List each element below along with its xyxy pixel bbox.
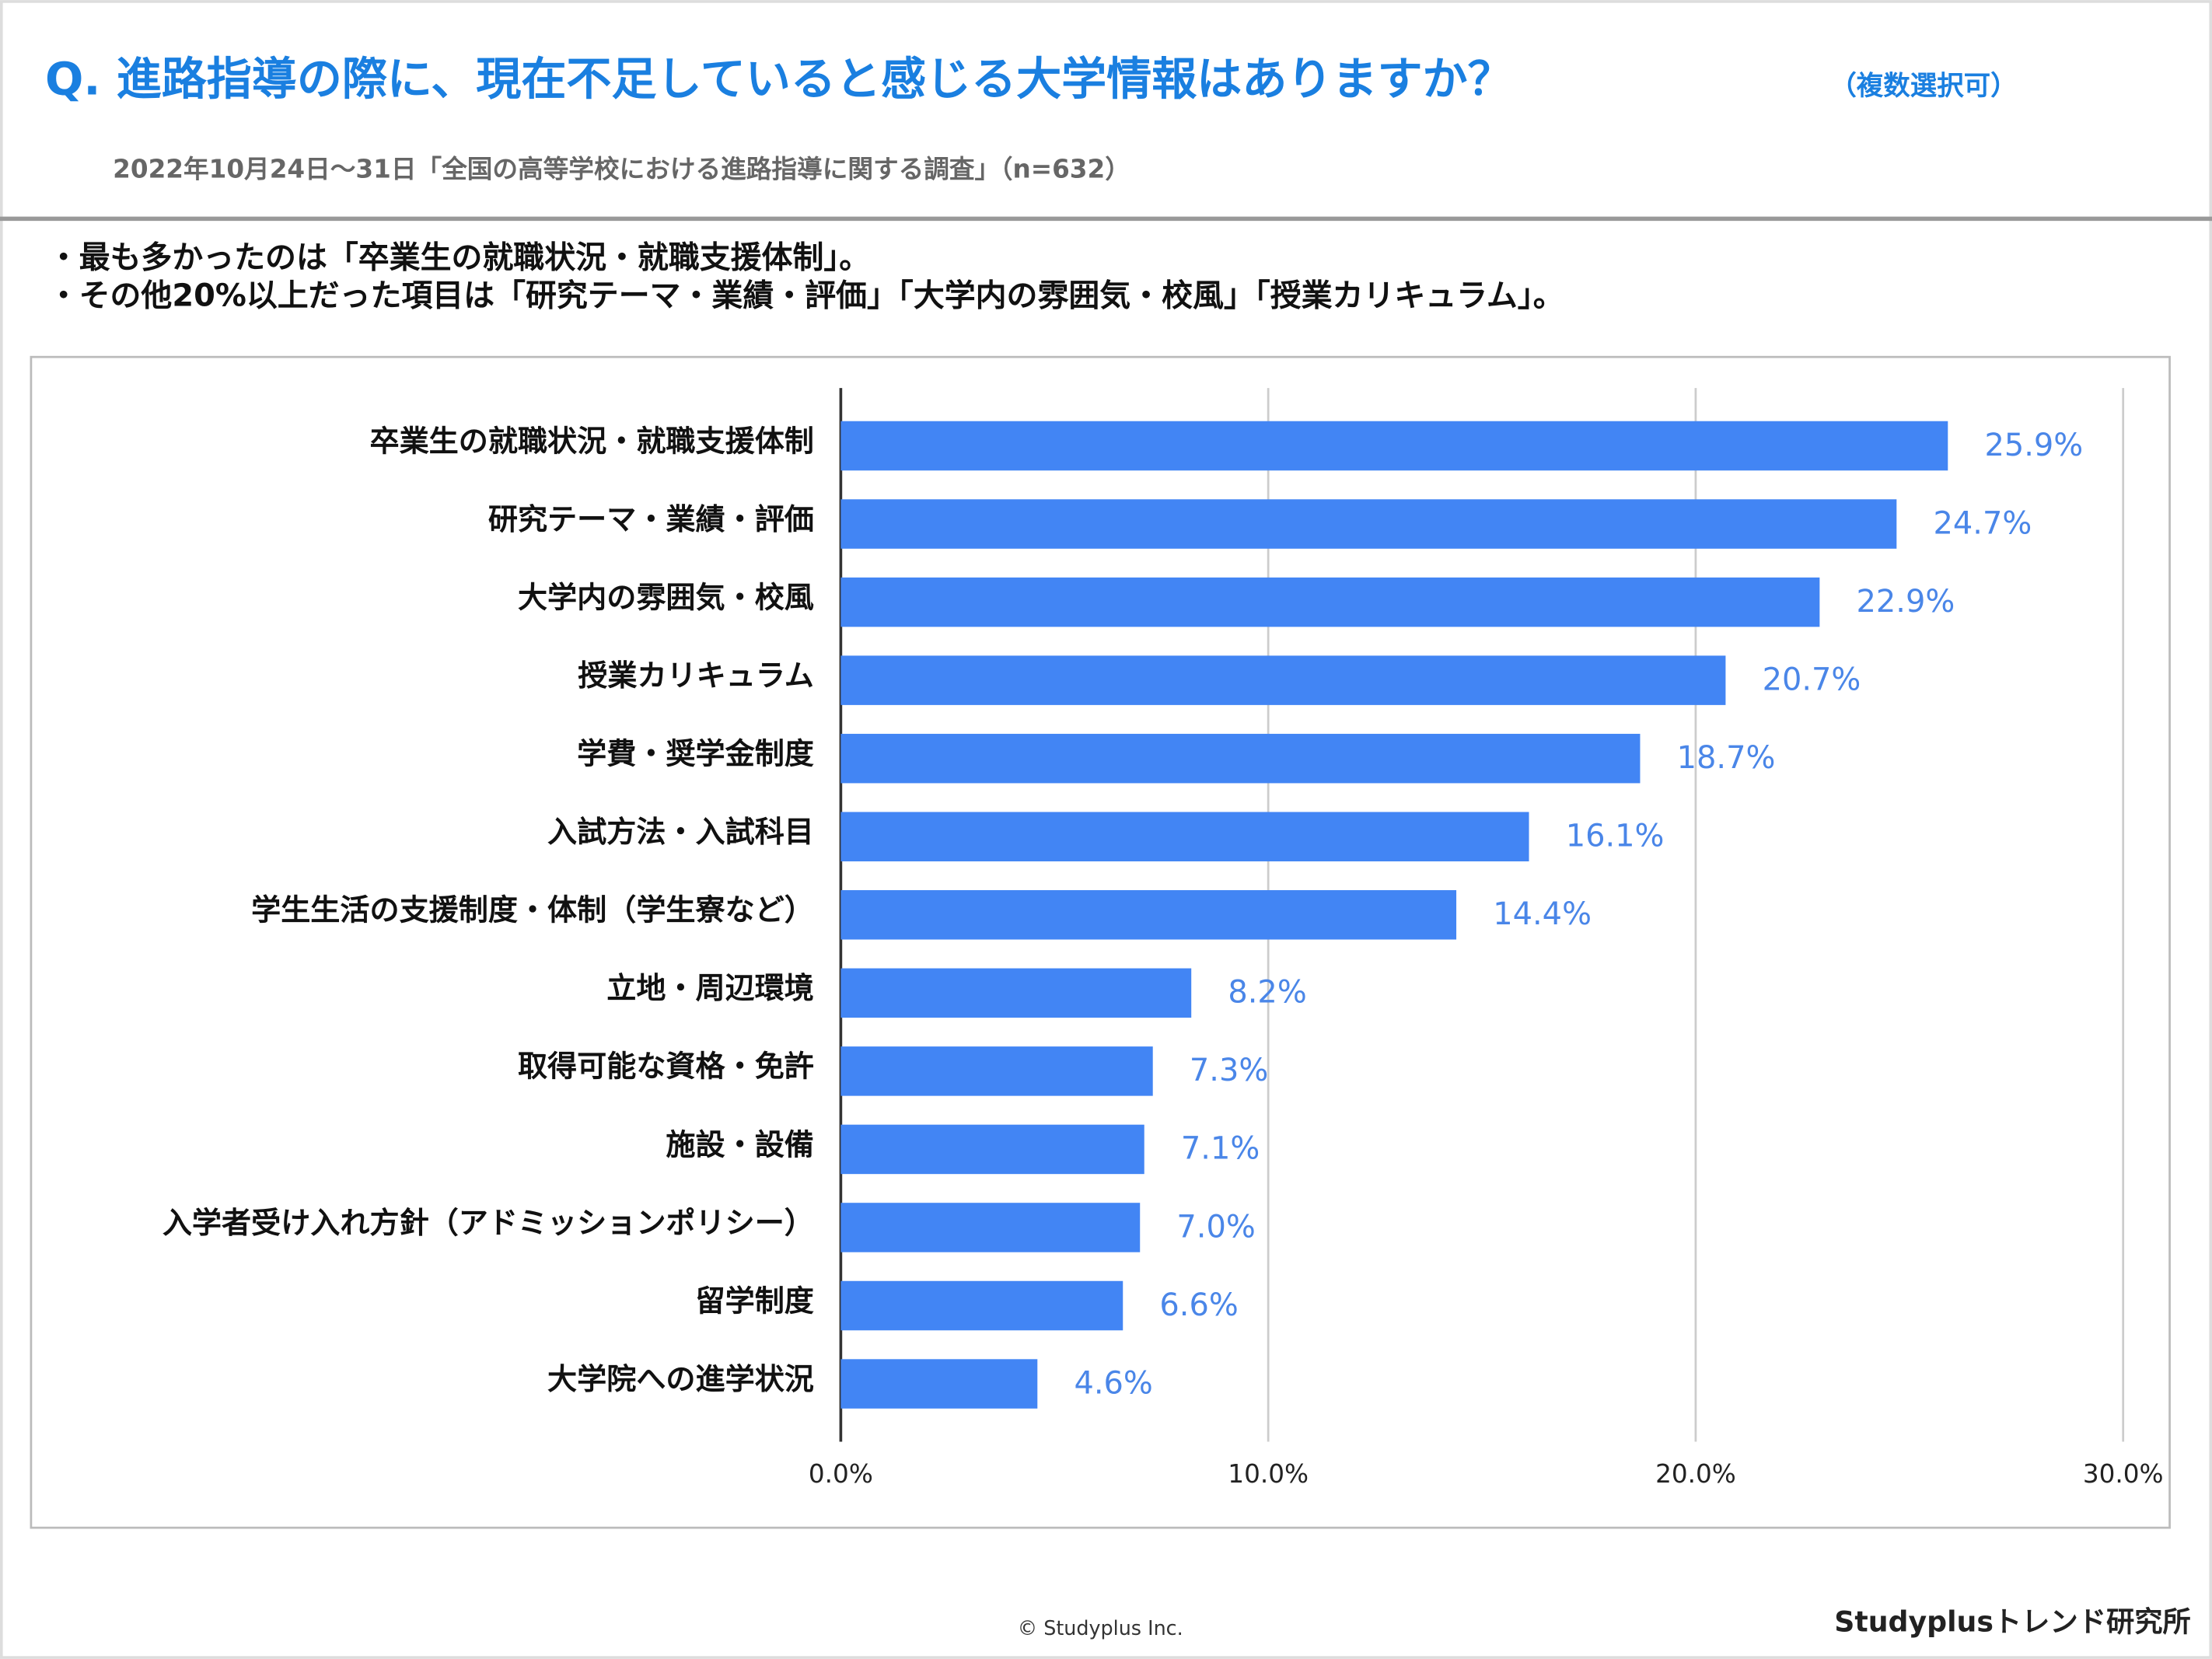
bar (840, 421, 1948, 471)
x-tick-label: 30.0% (2083, 1459, 2164, 1489)
value-label: 14.4% (1493, 896, 1592, 932)
value-label: 7.0% (1176, 1209, 1255, 1245)
copyright: © Studyplus Inc. (1018, 1616, 1183, 1640)
y-tick-label: 施設・設備 (666, 1127, 813, 1161)
bullet: ・その他20%以上だった項目は「研究テーマ・業績・評価」「大学内の雰囲気・校風」… (48, 278, 1564, 313)
value-label: 24.7% (1933, 505, 2032, 541)
bar (840, 1124, 1144, 1175)
bar (840, 733, 1641, 784)
brand: Studyplusトレンド研究所 (1834, 1605, 2191, 1639)
bullet: ・最も多かったのは「卒業生の就職状況・就職支援体制」。 (48, 239, 871, 275)
x-tick-label: 0.0% (809, 1459, 873, 1489)
y-tick-label: 授業カリキュラム (578, 658, 814, 693)
x-tick-label: 10.0% (1228, 1459, 1309, 1489)
value-label: 22.9% (1857, 584, 1955, 620)
value-label: 18.7% (1677, 740, 1776, 776)
y-tick-label: 留学制度 (696, 1284, 814, 1318)
y-tick-label: 研究テーマ・業績・評価 (488, 502, 814, 536)
y-tick-label: 学生生活の支援制度・体制（学生寮など） (251, 893, 814, 927)
y-tick-label: 大学内の雰囲気・校風 (518, 580, 814, 614)
value-label: 25.9% (1984, 428, 2083, 463)
value-label: 4.6% (1074, 1365, 1152, 1401)
y-tick-label: 立地・周辺環境 (606, 971, 814, 1005)
value-label: 7.1% (1181, 1131, 1260, 1167)
value-label: 7.3% (1190, 1053, 1268, 1088)
y-tick-label: 学費・奨学金制度 (577, 737, 814, 771)
bar (840, 1203, 1141, 1252)
y-tick-label: 入試方法・入試科目 (547, 815, 814, 849)
title: Q. 進路指導の際に、現在不足していると感じる大学情報はありますか？ (45, 52, 1513, 105)
bar (840, 968, 1192, 1018)
x-tick-label: 20.0% (1655, 1459, 1736, 1489)
bar (840, 1046, 1153, 1096)
value-label: 8.2% (1228, 975, 1306, 1011)
y-tick-label: 入学者受け入れ方針（アドミッションポリシー） (162, 1206, 814, 1240)
bar (840, 1359, 1038, 1409)
value-label: 6.6% (1159, 1287, 1238, 1323)
bar (840, 812, 1529, 861)
y-tick-label: 卒業生の就職状況・就職支援体制 (369, 424, 813, 458)
bar (840, 1280, 1123, 1331)
y-tick-label: 取得可能な資格・免許 (518, 1050, 814, 1084)
value-label: 16.1% (1566, 819, 1665, 854)
bar (840, 577, 1820, 627)
bar (840, 655, 1726, 705)
y-tick-label: 大学院への進学状況 (547, 1362, 814, 1396)
chart-frame (30, 355, 2171, 1529)
bar (840, 499, 1897, 549)
subtitle: 2022年10月24日～31日「全国の高等学校における進路指導に関する調査」（n… (113, 155, 1130, 184)
value-label: 20.7% (1763, 662, 1861, 697)
title-note: （複数選択可） (1829, 71, 2017, 102)
bar (840, 890, 1457, 940)
